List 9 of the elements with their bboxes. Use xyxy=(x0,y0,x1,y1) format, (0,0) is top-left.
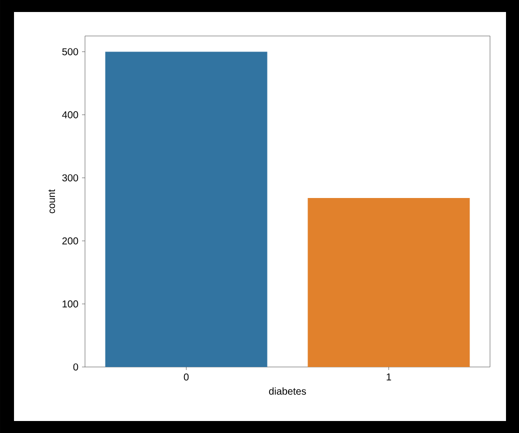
x-tick-label: 1 xyxy=(386,374,392,380)
y-tick-label: 100 xyxy=(62,300,78,308)
y-tick-label: 300 xyxy=(62,174,78,182)
y-tick-label: 400 xyxy=(62,111,78,118)
y-tick-label: 200 xyxy=(62,237,78,244)
y-tick-label: 0 xyxy=(73,363,78,371)
y-tick-label: 500 xyxy=(62,48,78,56)
y-axis-title: count xyxy=(48,189,56,214)
x-axis-title: diabetes xyxy=(269,387,306,395)
